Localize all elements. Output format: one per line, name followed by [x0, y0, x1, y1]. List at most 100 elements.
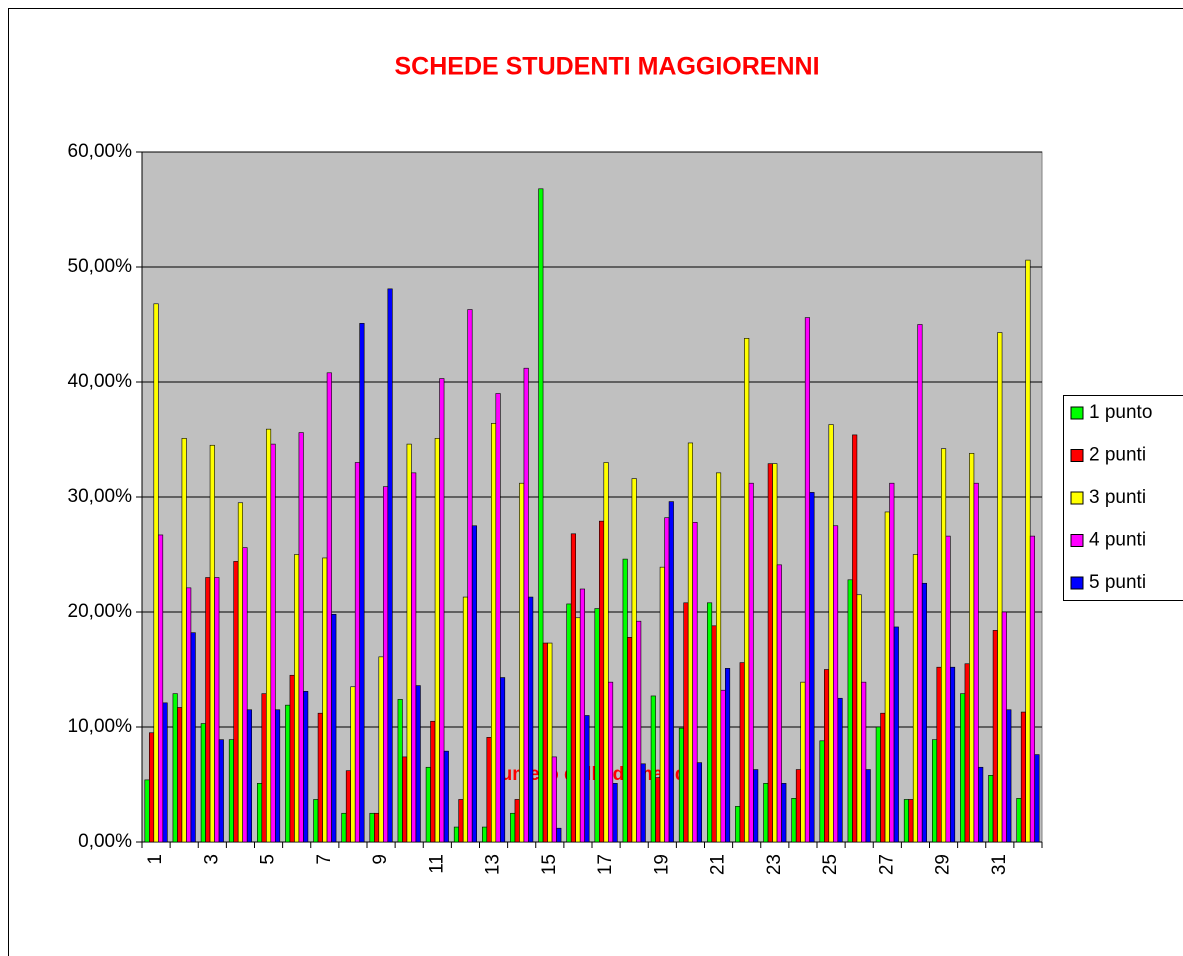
bar [992, 630, 998, 843]
legend-swatch [1070, 406, 1084, 420]
bar [242, 547, 248, 843]
bar [158, 534, 164, 843]
bar [791, 797, 797, 843]
bar [205, 577, 211, 843]
bar [294, 554, 300, 843]
bar [149, 732, 155, 843]
bar [880, 712, 886, 843]
bar [374, 812, 380, 843]
x-tick-label: 11 [426, 854, 447, 874]
bar [510, 812, 516, 843]
bar [500, 677, 506, 843]
x-tick-label: 21 [708, 854, 729, 875]
bar [795, 769, 801, 843]
bar [912, 554, 918, 843]
bar [317, 712, 323, 843]
bar [411, 472, 417, 843]
bar [519, 482, 525, 843]
bar [233, 561, 239, 843]
bar [964, 663, 970, 843]
x-tick-label: 25 [820, 854, 841, 875]
bar [711, 625, 717, 843]
bar [322, 557, 328, 843]
y-tick-label: 40,00% [68, 371, 133, 392]
bar [819, 740, 825, 843]
x-tick-label: 3 [201, 854, 222, 865]
x-tick-label: 23 [764, 854, 785, 875]
bar [462, 596, 468, 843]
bar [720, 689, 726, 843]
bar [1034, 754, 1040, 843]
bar [683, 602, 689, 843]
bar [973, 482, 979, 843]
x-tick-label: 29 [933, 854, 954, 875]
bar [383, 486, 389, 843]
bar [856, 594, 862, 843]
bar [491, 423, 497, 843]
bar [467, 309, 473, 843]
bar [659, 566, 665, 843]
bar [921, 582, 927, 843]
bar [875, 726, 881, 843]
bar [852, 434, 858, 843]
bar [837, 697, 843, 843]
bar [458, 799, 464, 843]
bar [1025, 259, 1031, 843]
bar [969, 452, 975, 843]
bar [664, 517, 670, 843]
bar [486, 737, 492, 843]
bar [608, 681, 614, 843]
bar [1006, 709, 1012, 843]
bar [495, 393, 501, 843]
bar [725, 668, 731, 843]
bar [945, 535, 951, 843]
legend-swatch [1070, 534, 1084, 547]
bar [800, 681, 806, 843]
bar [833, 525, 839, 843]
bar [707, 602, 713, 843]
bar [439, 378, 445, 843]
bar [266, 428, 272, 843]
bar [547, 642, 553, 843]
bar [889, 482, 895, 843]
y-tick-label: 0,00% [78, 831, 132, 852]
bar [214, 577, 220, 843]
bar [584, 715, 590, 843]
x-tick-label: 13 [483, 854, 504, 875]
bar [556, 827, 562, 843]
bar [402, 756, 408, 843]
bar [471, 525, 477, 843]
bar [261, 693, 267, 843]
bar [566, 603, 572, 843]
bar [144, 779, 150, 843]
bar [763, 783, 769, 843]
bar [735, 806, 741, 843]
x-tick-label: 27 [876, 854, 897, 875]
bar [237, 502, 243, 843]
bar [528, 596, 534, 843]
bar [865, 769, 871, 843]
bar [847, 579, 853, 843]
y-tick-label: 10,00% [68, 716, 133, 737]
bar [772, 463, 778, 843]
bar [696, 762, 702, 843]
bar [200, 723, 206, 843]
bar [776, 564, 782, 843]
bar [181, 438, 187, 843]
bar [354, 462, 360, 843]
legend-label: 4 punti [1089, 530, 1146, 551]
bar [960, 693, 966, 843]
bar [453, 826, 459, 843]
bar [744, 337, 750, 843]
bar [692, 521, 698, 843]
bar [884, 511, 890, 843]
bar [978, 766, 984, 843]
bar [430, 720, 436, 843]
x-tick-label: 17 [595, 854, 616, 875]
bar [599, 520, 605, 843]
x-tick-label: 19 [651, 854, 672, 875]
x-tick-label: 31 [989, 854, 1010, 875]
bar [172, 693, 178, 843]
bar [369, 812, 375, 843]
